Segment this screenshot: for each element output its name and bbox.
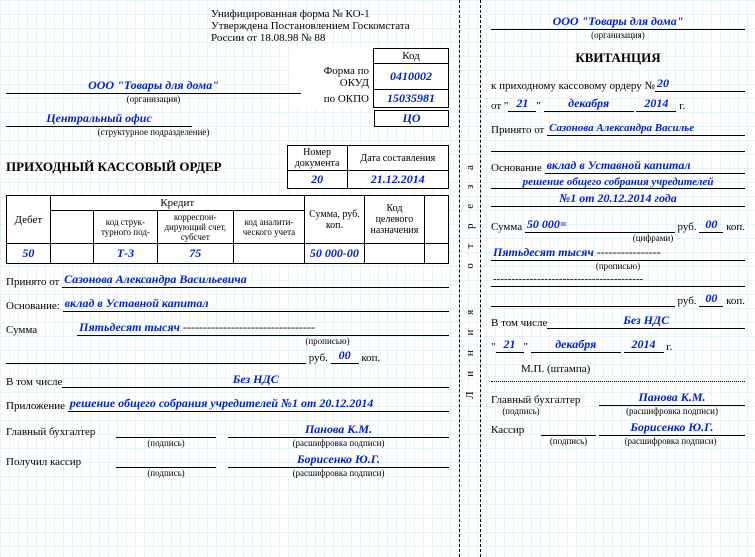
sig-cap: (подпись) xyxy=(116,438,216,448)
doc-date: 21.12.2014 xyxy=(347,171,448,189)
date-label: Дата составления xyxy=(347,146,448,171)
from-label: Принято от xyxy=(6,276,59,288)
doc-title: ПРИХОДНЫЙ КАССОВЫЙ ОРДЕР xyxy=(6,159,287,175)
q: " xyxy=(524,341,529,353)
r-rub2: 00 xyxy=(699,291,723,307)
from-value: Сазонова Александра Васильевича xyxy=(62,272,449,288)
form-line: Утверждена Постановлением Госкомстата xyxy=(211,20,449,32)
r-c2: 75 xyxy=(157,244,233,264)
r-basis3: №1 от 20.12.2014 года xyxy=(491,191,745,207)
r-c1: Т-3 xyxy=(94,244,157,264)
r-c3 xyxy=(233,244,304,264)
r-sum-label: Сумма xyxy=(491,221,522,233)
r-month2: декабря xyxy=(531,337,621,353)
acc-name: Панова К.М. xyxy=(228,422,449,438)
sum-words: Пятьдесят тысяч ------------------------… xyxy=(77,320,449,336)
dept-name: Центральный офис xyxy=(6,111,192,127)
cap: (расшифровка подписи) xyxy=(599,406,745,416)
sum-label: Сумма xyxy=(6,324,37,336)
r-day: 21 xyxy=(508,96,536,112)
incl-label: В том числе xyxy=(6,376,62,388)
g: г. xyxy=(679,100,685,112)
r-cel xyxy=(364,244,424,264)
h-kredit: Кредит xyxy=(50,196,304,211)
kop-label: коп. xyxy=(361,352,380,364)
sig-cap: (расшифровка подписи) xyxy=(228,468,449,478)
r-ot: от xyxy=(491,100,501,112)
r-year2: 2014 xyxy=(624,337,664,353)
okud-value: 0410002 xyxy=(374,64,449,90)
r-year: 2014 xyxy=(636,96,676,112)
r-day2: 21 xyxy=(496,337,524,353)
r-sum: 50 000= xyxy=(525,217,675,233)
h-c1: код струк-турного под- xyxy=(94,211,157,244)
h-cel: Код целевого назначения xyxy=(364,196,424,244)
r-org-caption: (организация) xyxy=(491,30,745,40)
h-sum: Сумма, руб. коп. xyxy=(304,196,364,244)
r-rub: 00 xyxy=(699,217,723,233)
cash-name: Борисенко Ю.Г. xyxy=(228,452,449,468)
r-incl: Без НДС xyxy=(547,313,745,329)
r-rub-lbl: руб. xyxy=(678,221,697,233)
h-c2: корреспон-дирующий счет, субсчет xyxy=(157,211,233,244)
okpo-value: 15035981 xyxy=(374,90,449,108)
r-acc-name: Панова К.М. xyxy=(599,390,745,406)
cut-line: Л и н и я о т р е з а xyxy=(455,0,485,557)
org-name: ООО "Товары для дома" xyxy=(6,78,301,94)
r-to-label: к приходному кассовому ордеру № xyxy=(491,80,655,92)
sig-cap: (подпись) xyxy=(116,468,216,478)
okud-label: Форма по ОКУД xyxy=(291,64,374,90)
r-debet: 50 xyxy=(7,244,51,264)
rub-label: руб. xyxy=(309,352,328,364)
r-from: Сазонова Александра Василье xyxy=(547,122,745,136)
cap: (подпись) xyxy=(541,436,596,446)
r-acc-label: Главный бухгалтер xyxy=(491,394,599,406)
rub-value: 00 xyxy=(331,348,359,364)
cap: (расшифровка подписи) xyxy=(596,436,745,446)
r-words: Пятьдесят тысяч ---------------- xyxy=(491,245,745,261)
cap: (подпись) xyxy=(491,406,551,416)
q: " xyxy=(536,100,541,112)
sum-caption: (прописью) xyxy=(206,336,449,346)
r-org: ООО "Товары для дома" xyxy=(491,14,745,30)
r-incl-label: В том числе xyxy=(491,317,547,329)
h-debet: Дебет xyxy=(7,196,51,244)
acc-label: Главный бухгалтер xyxy=(6,426,116,438)
r-rub-lbl2: руб. xyxy=(678,295,697,307)
form-line: Унифицированная форма № КО-1 xyxy=(211,8,449,20)
basis-value: вклад в Уставной капитал xyxy=(63,296,449,312)
r-cash-name: Борисенко Ю.Г. xyxy=(599,420,745,436)
g2: г. xyxy=(666,341,672,353)
sig-cap: (расшифровка подписи) xyxy=(228,438,449,448)
kod-label: Код xyxy=(374,49,449,64)
r-from-label: Принято от xyxy=(491,124,544,136)
r-sum-caption: (цифрами) xyxy=(561,233,745,243)
mp: М.П. (штампа) xyxy=(521,363,745,375)
okpo-label: по ОКПО xyxy=(291,90,374,108)
form-line: России от 18.08.98 № 88 xyxy=(211,32,449,44)
dept-code: ЦО xyxy=(374,110,449,127)
r-words-caption: (прописью) xyxy=(491,261,745,271)
dept-caption: (структурное подразделение) xyxy=(6,127,301,137)
annex-value: решение общего собрания учредителей №1 о… xyxy=(68,396,449,412)
incl-value: Без НДС xyxy=(62,372,449,388)
r-basis-label: Основание xyxy=(491,162,542,174)
r-num: 20 xyxy=(655,76,745,92)
r-basis2: решение общего собрания учредителей xyxy=(491,176,745,189)
cash-label: Получил кассир xyxy=(6,456,116,468)
doc-num: 20 xyxy=(287,171,347,189)
r-sum: 50 000-00 xyxy=(304,244,364,264)
h-c3: код аналити-ческого учета xyxy=(233,211,304,244)
r-kop-lbl2: коп. xyxy=(726,295,745,307)
r-kop-lbl: коп. xyxy=(726,221,745,233)
r-basis1: вклад в Уставной капитал xyxy=(545,158,745,174)
num-label: Номер документа xyxy=(287,146,347,171)
r-cash-label: Кассир xyxy=(491,424,541,436)
annex-label: Приложение xyxy=(6,400,65,412)
receipt-title: КВИТАНЦИЯ xyxy=(491,50,745,66)
basis-label: Основание: xyxy=(6,300,60,312)
r-month: декабря xyxy=(544,96,634,112)
org-caption: (организация) xyxy=(6,94,301,104)
